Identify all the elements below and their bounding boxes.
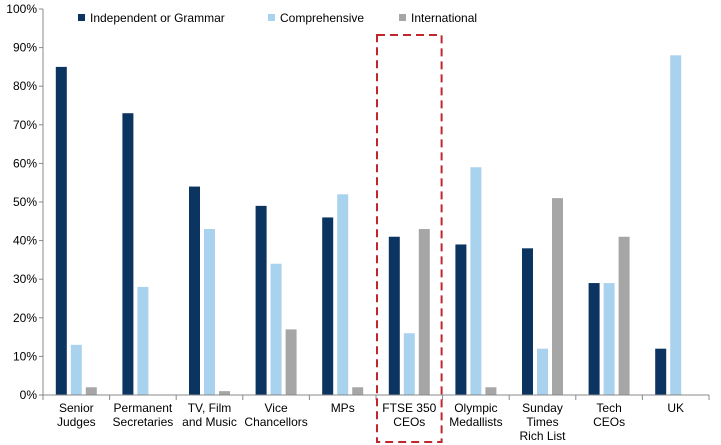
x-axis: Senior Judges Permanent Secretaries TV, Film…: [42, 394, 710, 443]
y-tick-label: 20%: [13, 311, 37, 325]
y-tick-label: 90%: [13, 41, 37, 55]
bar-independent-or-grammar-1: [122, 113, 134, 395]
y-axis: 0% 10% 20% 30% 40% 50% 60% 70% 80% 90% 100%: [6, 2, 44, 402]
highlight-box: [376, 34, 443, 443]
bar-international-0: [85, 387, 97, 395]
bar-comprehensive-9: [670, 55, 682, 395]
bar-independent-or-grammar-4: [322, 217, 334, 395]
legend-swatch: [78, 14, 85, 21]
bar-independent-or-grammar-6: [455, 244, 467, 395]
x-tick-label: Olympic Medallists: [449, 401, 502, 429]
x-tick-label: Vice Chancellors: [244, 401, 307, 429]
y-tick-label: 70%: [13, 118, 37, 132]
y-tick-label: 50%: [13, 195, 37, 209]
y-tick-label: 80%: [13, 79, 37, 93]
y-tick-label: 10%: [13, 349, 37, 363]
y-tick-label: 0%: [20, 388, 38, 402]
bar-comprehensive-3: [270, 263, 282, 395]
bar-comprehensive-1: [137, 286, 149, 395]
bar-international-2: [219, 391, 230, 395]
x-tick-label: UK: [667, 401, 684, 415]
bar-comprehensive-6: [470, 167, 482, 395]
bar-international-5: [418, 229, 430, 395]
bar-international-4: [352, 387, 364, 395]
bar-comprehensive-7: [537, 348, 548, 395]
bar-comprehensive-4: [337, 194, 349, 395]
x-tick-label: TV, Film and Music: [182, 401, 237, 429]
bar-independent-or-grammar-7: [522, 248, 533, 395]
bar-comprehensive-2: [204, 229, 215, 395]
bar-international-3: [285, 329, 297, 395]
y-tick-label: 30%: [13, 272, 37, 286]
x-tick-label: Senior Judges: [57, 401, 96, 429]
x-tick-label: MPs: [331, 401, 355, 415]
bar-international-6: [485, 387, 497, 395]
bar-international-7: [552, 198, 563, 395]
x-tick-label: FTSE 350 CEOs: [382, 401, 436, 429]
bar-independent-or-grammar-8: [588, 283, 600, 395]
x-tick-label: Sunday Times Rich List: [519, 401, 566, 443]
x-tick-label: Permanent Secretaries: [113, 401, 174, 429]
bar-independent-or-grammar-9: [655, 348, 667, 395]
highlight-rect: [376, 34, 443, 443]
bar-independent-or-grammar-3: [255, 205, 267, 395]
y-tick-label: 60%: [13, 156, 37, 170]
legend-swatch: [399, 14, 406, 21]
bar-comprehensive-8: [603, 283, 615, 395]
y-tick-label: 40%: [13, 234, 37, 248]
legend-label: Independent or Grammar: [90, 11, 225, 25]
legend: Independent or Grammar Comprehensive Inter…: [78, 11, 477, 25]
bars: [55, 55, 682, 396]
bar-independent-or-grammar-0: [55, 66, 67, 396]
bar-independent-or-grammar-2: [189, 186, 200, 395]
x-tick-label: Tech CEOs: [593, 401, 625, 429]
bar-comprehensive-5: [403, 333, 415, 395]
bar-international-8: [618, 236, 630, 395]
bar-comprehensive-0: [70, 344, 82, 395]
legend-label: International: [411, 11, 477, 25]
legend-swatch: [268, 14, 275, 21]
legend-label: Comprehensive: [280, 11, 364, 25]
y-tick-label: 100%: [6, 2, 37, 16]
bar-independent-or-grammar-5: [388, 236, 400, 395]
